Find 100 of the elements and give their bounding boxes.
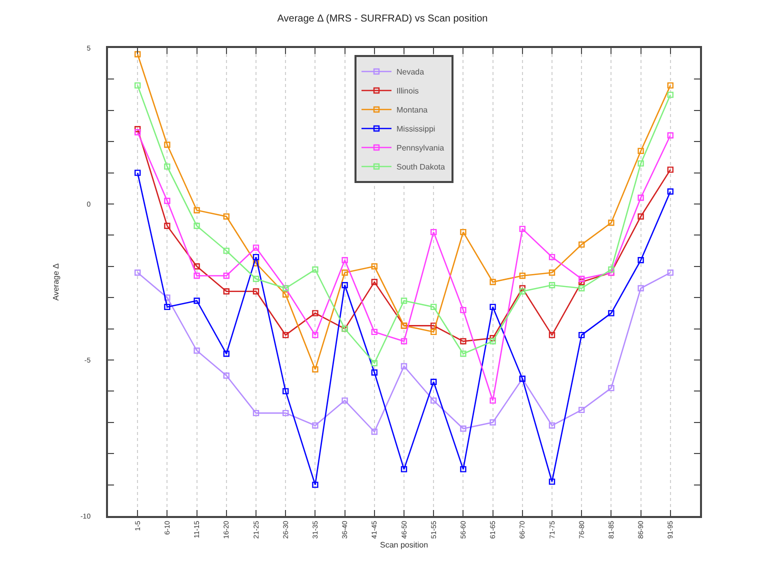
point <box>371 360 378 366</box>
point <box>194 222 200 229</box>
point <box>400 466 408 472</box>
legend-label: Pennsylvania <box>396 144 445 153</box>
point <box>638 194 644 201</box>
point <box>667 188 674 195</box>
point <box>252 410 260 416</box>
point <box>164 222 170 229</box>
point <box>164 142 170 148</box>
point <box>194 272 200 279</box>
point <box>371 369 378 376</box>
point <box>430 328 437 336</box>
point <box>578 241 585 248</box>
point <box>134 170 141 176</box>
point <box>134 126 141 132</box>
point <box>194 207 200 214</box>
point <box>638 285 644 292</box>
y-axis-title: Average Δ <box>52 262 61 301</box>
point <box>400 363 408 370</box>
point <box>223 248 230 254</box>
point <box>312 482 318 488</box>
point <box>223 288 230 294</box>
point <box>282 332 289 338</box>
point <box>164 163 170 170</box>
point <box>519 285 526 292</box>
point <box>667 270 674 276</box>
point <box>282 410 289 416</box>
point <box>430 397 437 404</box>
point <box>460 426 466 432</box>
point <box>430 378 437 385</box>
point <box>548 270 556 276</box>
point <box>282 388 289 394</box>
point <box>460 228 466 236</box>
legend-label: Nevada <box>396 68 425 77</box>
point <box>578 332 585 338</box>
point <box>608 220 614 226</box>
point <box>460 338 466 344</box>
point <box>548 332 556 338</box>
point <box>134 51 141 58</box>
point <box>608 266 614 273</box>
point <box>252 244 260 251</box>
point <box>430 304 437 310</box>
point <box>490 278 496 286</box>
point <box>548 282 556 288</box>
point <box>252 276 260 282</box>
point <box>430 228 437 236</box>
chart-title: Average Δ (MRS - SURFRAD) vs Scan position <box>277 14 488 25</box>
x-axis-title: Scan position <box>380 540 428 550</box>
point <box>223 372 230 379</box>
point <box>638 148 644 154</box>
point <box>371 428 378 435</box>
point <box>223 272 230 279</box>
point <box>252 260 260 266</box>
point <box>223 213 230 220</box>
point <box>342 270 348 276</box>
point <box>519 272 526 279</box>
point <box>638 160 644 167</box>
point <box>578 285 585 292</box>
legend-label: Mississippi <box>396 124 436 134</box>
point <box>608 310 614 316</box>
point <box>342 282 348 288</box>
point <box>312 366 318 372</box>
point <box>667 166 674 173</box>
point <box>194 263 200 270</box>
point <box>667 82 674 89</box>
point <box>460 466 466 472</box>
point <box>312 422 318 429</box>
legend-label: Illinois <box>396 86 419 96</box>
point <box>548 254 556 260</box>
point <box>134 82 141 89</box>
point <box>400 298 408 304</box>
point <box>252 254 260 260</box>
point <box>490 419 496 426</box>
point <box>548 478 556 485</box>
point <box>638 257 644 264</box>
point <box>371 278 378 286</box>
point <box>223 350 230 357</box>
point <box>371 328 378 336</box>
legend-label: Montana <box>396 106 428 115</box>
point <box>460 306 466 314</box>
point <box>490 335 496 342</box>
point <box>667 92 674 98</box>
point <box>134 129 141 136</box>
point <box>578 278 585 286</box>
point <box>460 350 466 357</box>
point <box>548 422 556 429</box>
point <box>608 384 614 392</box>
point <box>164 294 170 301</box>
point <box>519 288 526 294</box>
point <box>638 213 644 220</box>
point <box>400 338 408 344</box>
point <box>519 226 526 232</box>
point <box>490 338 496 344</box>
point <box>312 310 318 316</box>
point <box>282 291 289 298</box>
point <box>252 288 260 294</box>
point <box>164 198 170 204</box>
legend-label: South Dakota <box>396 162 446 172</box>
point <box>312 332 318 338</box>
point <box>430 322 437 329</box>
